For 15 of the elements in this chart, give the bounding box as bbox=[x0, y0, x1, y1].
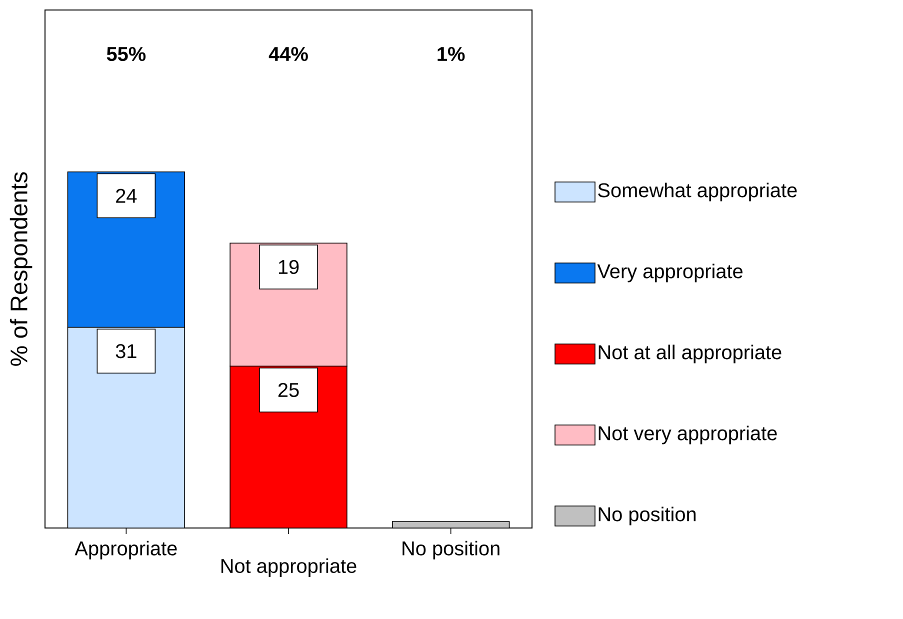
annotation: 1% bbox=[438, 47, 465, 62]
annotation: 44% bbox=[268, 47, 308, 62]
data-label: 19 bbox=[278, 260, 299, 274]
x-tick-label: Not appropriate bbox=[221, 558, 356, 577]
x-tick-label: Appropriate bbox=[74, 540, 177, 560]
legend-label: Very appropriate bbox=[597, 264, 742, 282]
legend-label: No position bbox=[598, 506, 696, 526]
data-label: 25 bbox=[278, 382, 299, 398]
data-label: 24 bbox=[116, 188, 137, 203]
annotation: 55% bbox=[106, 46, 146, 62]
y-axis-title: % of Respondents bbox=[10, 172, 32, 366]
legend-label: Somewhat appropriate bbox=[598, 182, 797, 202]
legend-label: Not at all appropriate bbox=[598, 344, 782, 364]
data-label: 31 bbox=[116, 344, 136, 358]
legend-label: Not very appropriate bbox=[598, 426, 777, 444]
